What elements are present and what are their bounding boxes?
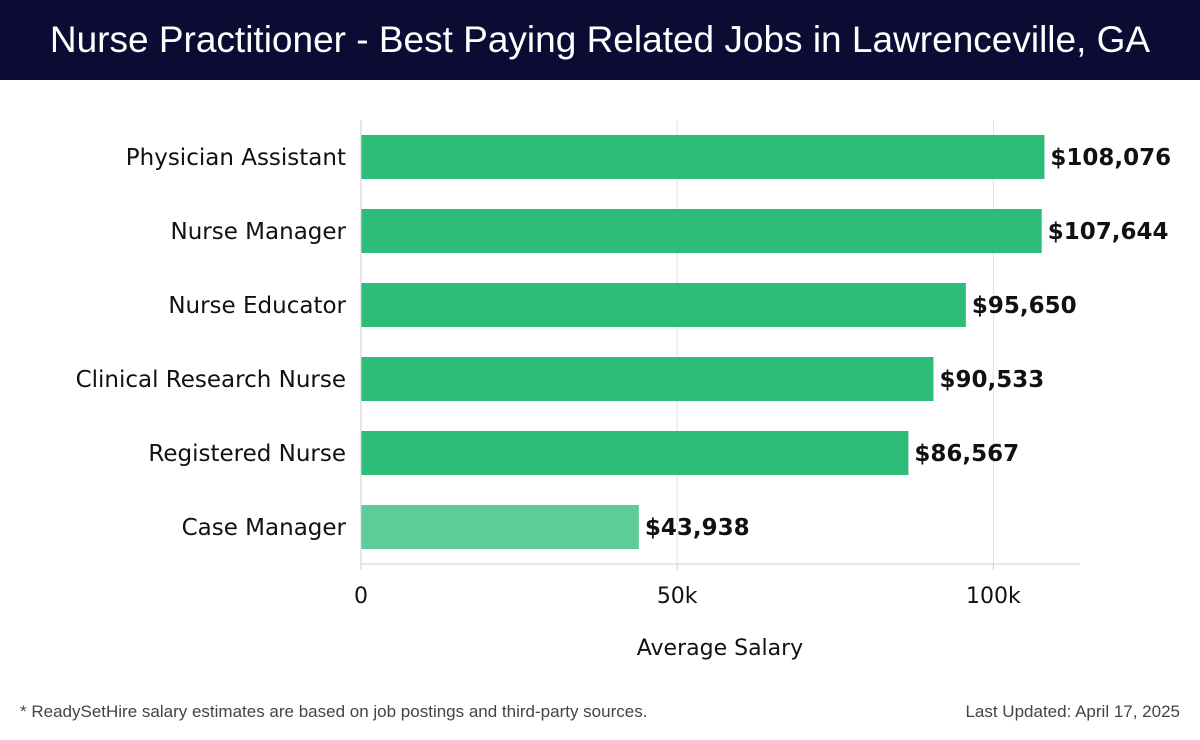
- category-label: Physician Assistant: [126, 145, 346, 171]
- data-label: $108,076: [1050, 145, 1171, 171]
- category-label: Nurse Educator: [168, 293, 346, 319]
- category-label: Case Manager: [182, 515, 347, 541]
- chart-title: Nurse Practitioner - Best Paying Related…: [49, 19, 1151, 60]
- x-tick-label: 0: [354, 584, 368, 609]
- category-label: Nurse Manager: [171, 219, 347, 245]
- footnote: * ReadySetHire salary estimates are base…: [20, 702, 648, 721]
- title-banner: Nurse Practitioner - Best Paying Related…: [0, 0, 1200, 80]
- x-tick-label: 100k: [966, 584, 1021, 609]
- bar: [361, 135, 1045, 179]
- data-label: $86,567: [914, 441, 1019, 467]
- category-label: Registered Nurse: [148, 441, 346, 467]
- data-label: $107,644: [1048, 219, 1169, 245]
- data-label: $43,938: [645, 515, 750, 541]
- x-axis-title: Average Salary: [637, 636, 803, 661]
- bar: [361, 209, 1042, 253]
- last-updated: Last Updated: April 17, 2025: [965, 702, 1180, 721]
- bar: [361, 283, 966, 327]
- data-label: $95,650: [972, 293, 1077, 319]
- bar: [361, 431, 909, 475]
- bar-chart: Physician Assistant $108,076 Nurse Manager…: [76, 120, 1171, 661]
- category-label: Clinical Research Nurse: [76, 367, 346, 393]
- bar: [361, 505, 639, 549]
- bar: [361, 357, 934, 401]
- data-label: $90,533: [939, 367, 1044, 393]
- x-tick-label: 50k: [657, 584, 698, 609]
